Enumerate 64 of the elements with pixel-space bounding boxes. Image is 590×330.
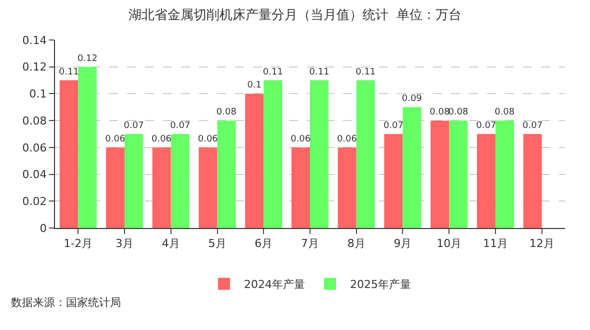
bar bbox=[384, 134, 403, 228]
bar bbox=[310, 80, 329, 228]
x-tick-label: 10月 bbox=[436, 237, 462, 250]
x-tick-label: 6月 bbox=[254, 237, 273, 250]
data-label: 0.07 bbox=[522, 121, 543, 131]
data-label: 0.11 bbox=[309, 67, 330, 78]
data-label: 0.06 bbox=[198, 134, 218, 144]
bar bbox=[495, 120, 514, 228]
data-label: 0.08 bbox=[494, 108, 515, 118]
y-tick-label: 0 bbox=[40, 222, 47, 235]
x-tick-label: 7月 bbox=[301, 237, 319, 250]
bar bbox=[152, 147, 171, 228]
x-tick-label: 3月 bbox=[116, 237, 134, 250]
legend-label: 2025年产量 bbox=[350, 278, 411, 292]
data-label: 0.06 bbox=[336, 134, 358, 144]
y-tick-label: 0.12 bbox=[22, 60, 47, 74]
data-label: 0.08 bbox=[430, 108, 450, 118]
legend-label: 2024年产量 bbox=[244, 278, 305, 292]
data-label: 0.07 bbox=[124, 121, 144, 131]
bar bbox=[264, 80, 282, 228]
bar bbox=[78, 66, 97, 228]
bar bbox=[523, 134, 542, 228]
y-tick-label: 0.06 bbox=[22, 141, 47, 154]
data-label: 0.08 bbox=[216, 108, 237, 118]
y-tick-label: 0.04 bbox=[22, 168, 47, 182]
data-label: 0.11 bbox=[262, 67, 283, 78]
data-label: 0.06 bbox=[151, 134, 172, 144]
data-label: 0.07 bbox=[476, 121, 496, 131]
x-tick-label: 12月 bbox=[529, 237, 554, 250]
x-tick-label: 1-2月 bbox=[64, 237, 93, 250]
bar bbox=[430, 120, 450, 228]
data-label: 0.11 bbox=[58, 67, 79, 78]
bar bbox=[106, 147, 125, 228]
x-tick-label: 4月 bbox=[162, 237, 180, 250]
bar bbox=[356, 80, 375, 228]
bar bbox=[449, 120, 468, 228]
bar bbox=[245, 94, 264, 228]
y-tick-label: 0.08 bbox=[22, 114, 47, 128]
source-note: 数据来源：国家统计局 bbox=[11, 296, 121, 309]
data-label: 0.08 bbox=[448, 108, 469, 118]
y-tick-label: 0.02 bbox=[22, 194, 47, 208]
data-label: 0.06 bbox=[290, 134, 311, 144]
bar bbox=[402, 107, 422, 228]
data-label: 0.11 bbox=[356, 67, 376, 78]
x-tick-label: 8月 bbox=[347, 237, 366, 250]
bar bbox=[124, 134, 144, 228]
bar bbox=[476, 134, 496, 228]
data-label: 0.07 bbox=[383, 121, 404, 131]
bar bbox=[198, 147, 218, 228]
bar bbox=[291, 147, 310, 228]
y-tick-label: 0.1 bbox=[29, 88, 47, 101]
data-label: 0.1 bbox=[247, 80, 262, 91]
x-tick-label: 11月 bbox=[482, 237, 508, 250]
x-tick-label: 9月 bbox=[394, 237, 412, 250]
data-label: 0.09 bbox=[402, 94, 422, 104]
bar bbox=[338, 147, 356, 228]
data-label: 0.12 bbox=[77, 54, 98, 64]
chart-title: 湖北省金属切削机床产量分月（当月值）统计 单位：万台 bbox=[128, 8, 462, 23]
bar bbox=[60, 80, 78, 228]
bar bbox=[217, 120, 236, 228]
data-label: 0.07 bbox=[170, 121, 190, 131]
x-tick-label: 5月 bbox=[208, 237, 226, 250]
bar bbox=[170, 134, 190, 228]
y-tick-label: 0.14 bbox=[22, 34, 47, 47]
